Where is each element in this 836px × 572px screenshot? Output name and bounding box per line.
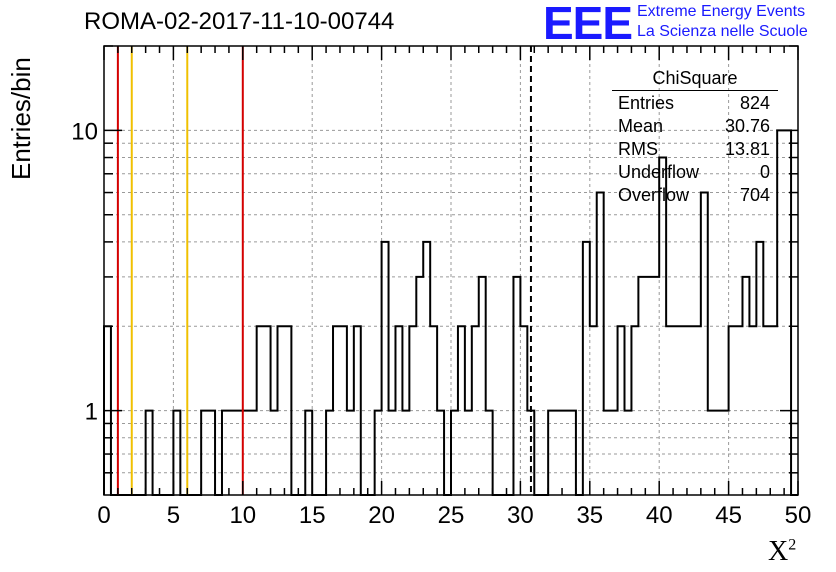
histogram-step-line xyxy=(103,129,798,496)
axis-ticks: 0 5 10 15 20 25 30 35 40 45 50 1 10 xyxy=(71,45,812,529)
stats-label: Underflow xyxy=(618,162,700,182)
reference-lines xyxy=(116,46,532,495)
y-tick-label: 10 xyxy=(71,118,98,145)
x-tick-label: 45 xyxy=(715,502,742,529)
x-tick-label: 15 xyxy=(299,502,326,529)
stats-row-underflow: Underflow 0 xyxy=(612,161,778,184)
stats-value: 30.76 xyxy=(724,116,770,136)
logo-text-line1: Extreme Energy Events xyxy=(637,3,806,20)
chart-title: ROMA-02-2017-11-10-00744 xyxy=(84,8,395,35)
x-axis-label-superscript: 2 xyxy=(788,536,797,554)
stats-label: Overflow xyxy=(618,185,690,205)
x-axis-label-base: X xyxy=(768,536,789,567)
stats-value: 824 xyxy=(739,93,770,113)
stats-row-overflow: Overflow 704 xyxy=(612,184,778,207)
logo-text-line2: La Scienza nelle Scuole xyxy=(637,23,808,40)
stats-row-entries: Entries 824 xyxy=(612,92,778,115)
stats-row-mean: Mean 30.76 xyxy=(612,115,778,138)
stats-title: ChiSquare xyxy=(612,66,778,91)
x-tick-label: 40 xyxy=(646,502,673,529)
stats-row-rms: RMS 13.81 xyxy=(612,138,778,161)
x-tick-label: 0 xyxy=(97,502,110,529)
stats-label: Entries xyxy=(618,93,675,113)
stats-value: 0 xyxy=(759,162,770,182)
eee-logo: EEE xyxy=(543,0,633,49)
stats-value: 13.81 xyxy=(724,139,770,159)
y-tick-label: 1 xyxy=(85,399,98,426)
x-tick-label: 30 xyxy=(507,502,534,529)
stats-box: ChiSquare Entries 824 Mean 30.76 RMS 13.… xyxy=(612,66,778,207)
x-tick-label: 20 xyxy=(368,502,395,529)
x-tick-label: 50 xyxy=(785,502,812,529)
x-tick-label: 5 xyxy=(167,502,180,529)
histogram-series xyxy=(103,129,798,496)
x-tick-label: 10 xyxy=(229,502,256,529)
stats-label: Mean xyxy=(618,116,664,136)
x-tick-label: 35 xyxy=(576,502,603,529)
stats-value: 704 xyxy=(739,185,770,205)
y-axis-label: Entries/bin xyxy=(6,57,36,180)
stats-label: RMS xyxy=(618,139,658,159)
x-axis-label: X2 xyxy=(768,536,796,568)
x-tick-label: 25 xyxy=(438,502,465,529)
